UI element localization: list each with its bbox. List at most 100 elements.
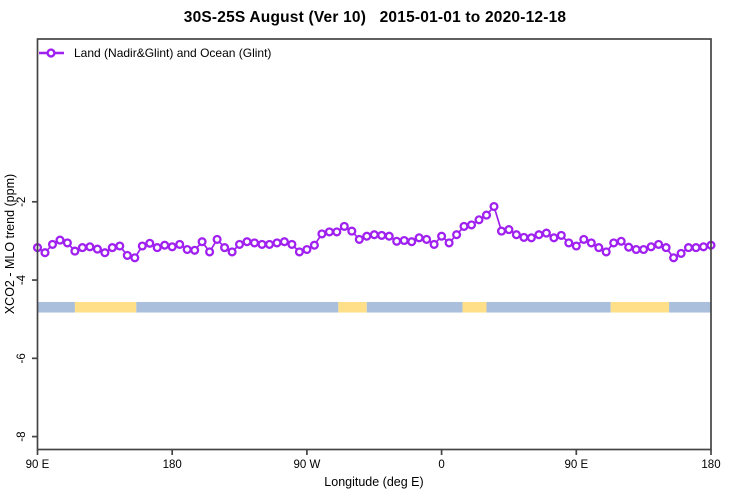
data-point-marker: [160, 240, 170, 250]
data-point-marker: [534, 230, 544, 240]
data-point-marker: [526, 233, 536, 243]
data-point-marker: [279, 237, 289, 247]
data-point-marker: [77, 243, 87, 253]
data-point-marker: [384, 231, 394, 241]
data-point-marker: [294, 247, 304, 257]
data-point-marker: [272, 238, 282, 248]
data-point-marker: [220, 243, 230, 253]
data-point-marker: [444, 238, 454, 248]
y-tick-label: -8: [16, 431, 28, 441]
data-point-marker: [92, 244, 102, 254]
data-point-marker: [661, 243, 671, 253]
data-point-marker: [377, 230, 387, 240]
data-point-marker: [40, 248, 50, 258]
surface-band-segment-ocean: [136, 301, 339, 313]
data-point-marker: [414, 233, 424, 243]
data-point-marker: [452, 230, 462, 240]
data-point-marker: [579, 234, 589, 244]
data-point-marker: [347, 226, 357, 236]
data-point-marker: [354, 234, 364, 244]
data-point-marker: [62, 238, 72, 248]
data-point-marker: [287, 239, 297, 249]
data-point-marker: [197, 237, 207, 247]
surface-band-segment-ocean: [366, 301, 463, 313]
data-point-marker: [556, 230, 566, 240]
data-point-marker: [586, 238, 596, 248]
x-tick-label: 180: [163, 459, 182, 471]
data-point-marker: [130, 253, 140, 263]
data-point-marker: [137, 241, 147, 251]
data-point-marker: [437, 231, 447, 241]
data-point-marker: [601, 247, 611, 257]
data-point-marker: [100, 248, 110, 258]
surface-band-segment-land: [610, 301, 670, 313]
data-point-marker: [422, 234, 432, 244]
data-point-marker: [429, 239, 439, 249]
data-point-marker: [242, 237, 252, 247]
y-axis-title: XCO2 - MLO trend (ppm): [3, 173, 17, 315]
data-point-marker: [571, 241, 581, 251]
data-point-marker: [392, 236, 402, 246]
data-point-marker: [698, 242, 709, 252]
data-point-marker: [167, 242, 177, 252]
legend-line-marker-icon: [39, 48, 64, 58]
x-tick-label: 0: [438, 459, 444, 471]
surface-band-segment-ocean: [669, 301, 711, 313]
x-tick-label: 90 E: [564, 459, 588, 471]
data-point-marker: [339, 221, 349, 231]
data-point-marker: [489, 201, 499, 212]
data-point-marker: [302, 244, 312, 255]
data-point-marker: [309, 240, 319, 250]
data-point-marker: [122, 250, 132, 260]
data-point-marker: [459, 221, 469, 231]
data-point-marker: [594, 243, 604, 253]
x-tick-label: 90 W: [293, 459, 320, 471]
data-point-marker: [324, 227, 334, 237]
chart-title: 30S-25S August (Ver 10) 2015-01-01 to 20…: [183, 9, 567, 26]
surface-band-segment-land: [74, 301, 137, 313]
data-point-marker: [399, 235, 409, 246]
plot-frame: [36, 38, 712, 451]
data-point-marker: [624, 242, 634, 252]
y-tick-label: -2: [16, 197, 28, 207]
data-point-marker: [182, 244, 192, 255]
data-point-marker: [332, 227, 342, 237]
x-tick-label: 180: [701, 459, 720, 471]
surface-band-segment-land: [338, 301, 367, 313]
data-point-marker: [676, 248, 686, 258]
x-axis-title: Longitude (deg E): [324, 475, 424, 489]
legend-label: Land (Nadir&Glint) and Ocean (Glint): [74, 46, 272, 60]
data-point-marker: [646, 242, 656, 252]
data-point-marker: [85, 242, 95, 252]
data-point-marker: [175, 239, 185, 249]
data-point-marker: [264, 239, 275, 249]
data-point-marker: [190, 245, 200, 255]
data-point-marker: [541, 228, 551, 238]
data-point-marker: [369, 230, 379, 240]
data-point-marker: [152, 243, 162, 253]
data-point-marker: [511, 230, 521, 240]
data-point-marker: [654, 239, 664, 249]
y-tick-label: -4: [16, 274, 28, 285]
data-point-marker: [212, 234, 222, 244]
data-point-marker: [504, 225, 514, 235]
data-point-marker: [107, 243, 117, 253]
surface-band-segment-ocean: [486, 301, 611, 313]
data-point-marker: [47, 239, 58, 249]
data-point-marker: [669, 253, 679, 263]
data-point-marker: [317, 229, 327, 239]
data-point-marker: [205, 247, 215, 257]
data-point-marker: [549, 233, 559, 243]
data-point-marker: [249, 238, 260, 248]
data-point-marker: [227, 247, 237, 257]
data-point-marker: [257, 239, 267, 249]
data-point-marker: [496, 226, 507, 236]
data-point-marker: [115, 241, 125, 251]
data-point-marker: [616, 236, 626, 246]
data-point-marker: [234, 239, 245, 249]
data-point-marker: [407, 237, 417, 247]
data-point-marker: [519, 232, 529, 242]
legend: Land (Nadir&Glint) and Ocean (Glint): [38, 46, 271, 60]
